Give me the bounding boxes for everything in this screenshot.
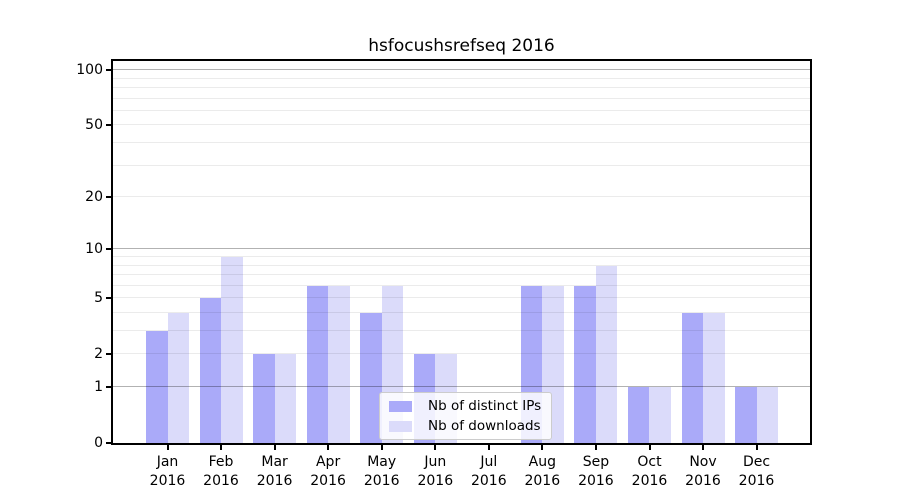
y-tick-mark-10 xyxy=(106,248,111,251)
x-tick-label-jul: Jul 2016 xyxy=(470,454,507,489)
x-tick-mark-may xyxy=(380,445,383,450)
gridline-30 xyxy=(113,164,810,166)
gridline-2 xyxy=(113,353,810,355)
x-tick-mark-jan xyxy=(166,445,169,450)
gridline-7 xyxy=(113,274,810,276)
y-tick-mark-0 xyxy=(106,442,111,444)
y-tick-mark-5 xyxy=(106,297,111,300)
bar-jan-distinct-ips xyxy=(146,331,168,443)
y-tick-label-2: 2 xyxy=(94,346,103,363)
gridline-6 xyxy=(113,284,810,286)
x-tick-label-apr: Apr 2016 xyxy=(310,454,346,489)
bar-feb-distinct-ips xyxy=(199,298,222,443)
x-tick-label-dec: Dec 2016 xyxy=(738,454,775,489)
gridline-1 xyxy=(113,386,810,388)
y-tick-label-20: 20 xyxy=(85,189,103,206)
x-tick-mark-mar xyxy=(273,445,276,450)
bar-sep-downloads xyxy=(595,265,618,443)
legend-entry-downloads: Nb of downloads xyxy=(389,418,541,434)
gridline-3 xyxy=(113,330,810,332)
bar-nov-downloads xyxy=(703,313,725,443)
x-tick-mark-jul xyxy=(487,445,490,450)
legend-swatch-distinct-ips xyxy=(389,400,412,412)
gridline-9 xyxy=(113,256,810,257)
gridline-8 xyxy=(113,264,810,266)
gridline-10 xyxy=(113,248,810,250)
x-tick-label-jan: Jan 2016 xyxy=(149,454,186,489)
bar-oct-downloads xyxy=(649,387,671,443)
x-tick-mark-feb xyxy=(220,445,222,450)
gridline-40 xyxy=(113,142,810,144)
bar-dec-downloads xyxy=(756,387,779,443)
x-tick-label-mar: Mar 2016 xyxy=(256,454,293,489)
legend-label-downloads: Nb of downloads xyxy=(428,418,541,434)
gridline-20 xyxy=(113,196,810,198)
bar-apr-distinct-ips xyxy=(306,285,329,443)
x-tick-mark-jun xyxy=(434,445,437,450)
gridline-5 xyxy=(113,297,810,299)
legend: Nb of distinct IPs Nb of downloads xyxy=(379,392,553,440)
bar-may-distinct-ips xyxy=(360,313,382,443)
gridline-4 xyxy=(113,312,810,313)
x-tick-label-nov: Nov 2016 xyxy=(685,454,721,489)
x-tick-mark-aug xyxy=(541,445,544,450)
gridline-70 xyxy=(113,97,810,99)
bar-mar-distinct-ips xyxy=(253,354,275,443)
y-tick-mark-20 xyxy=(106,196,111,199)
gridline-80 xyxy=(113,87,810,89)
y-tick-mark-100 xyxy=(106,69,111,72)
gridline-100 xyxy=(113,69,810,71)
x-tick-label-aug: Aug 2016 xyxy=(524,454,561,489)
bar-nov-distinct-ips xyxy=(681,313,703,443)
y-tick-mark-1 xyxy=(106,386,111,388)
x-tick-mark-apr xyxy=(327,445,330,450)
x-tick-label-feb: Feb 2016 xyxy=(203,454,239,489)
gridline-90 xyxy=(113,77,810,79)
gridline-60 xyxy=(113,109,810,111)
y-tick-mark-50 xyxy=(106,124,111,127)
bar-dec-distinct-ips xyxy=(735,387,757,443)
y-tick-label-10: 10 xyxy=(85,241,103,258)
legend-swatch-downloads xyxy=(389,420,412,432)
x-tick-mark-dec xyxy=(755,445,758,450)
y-tick-label-5: 5 xyxy=(94,290,103,307)
bar-sep-distinct-ips xyxy=(574,285,596,443)
plot-area: 0 1 2 5 10 20 50 100 Jan 2016 Feb 2016 Mar 2016 Ap… xyxy=(76,59,812,489)
y-tick-mark-2 xyxy=(106,353,111,356)
y-tick-label-1: 1 xyxy=(94,379,103,395)
y-tick-label-50: 50 xyxy=(85,117,103,134)
x-tick-label-sep: Sep 2016 xyxy=(578,454,614,489)
x-tick-mark-oct xyxy=(648,445,651,450)
x-tick-label-may: May 2016 xyxy=(363,454,400,489)
x-tick-label-jun: Jun 2016 xyxy=(417,454,454,489)
legend-label-distinct-ips: Nb of distinct IPs xyxy=(428,398,542,414)
x-tick-mark-sep xyxy=(594,445,597,450)
gridline-50 xyxy=(113,124,810,126)
y-tick-label-100: 100 xyxy=(76,62,103,79)
bar-apr-downloads xyxy=(328,285,350,443)
bar-oct-distinct-ips xyxy=(627,387,650,443)
x-tick-mark-nov xyxy=(702,445,704,450)
bar-jan-downloads xyxy=(167,313,189,443)
legend-entry-distinct-ips: Nb of distinct IPs xyxy=(389,398,541,414)
chart-title: hsfocushsrefseq 2016 xyxy=(368,36,555,56)
y-tick-label-0: 0 xyxy=(94,435,103,451)
bar-mar-downloads xyxy=(274,354,297,443)
x-tick-label-oct: Oct 2016 xyxy=(631,454,668,489)
bar-feb-downloads xyxy=(221,257,243,443)
